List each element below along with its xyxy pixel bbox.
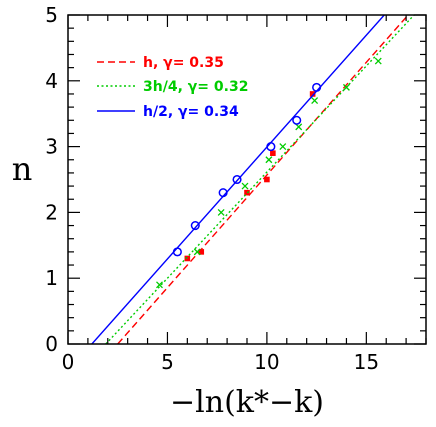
data-point <box>172 247 182 257</box>
data-point-stroke <box>374 57 382 65</box>
data-point <box>295 123 303 131</box>
data-point <box>292 115 302 125</box>
data-point <box>342 83 350 91</box>
y-tick-label: 4 <box>45 69 58 93</box>
data-point <box>265 156 273 164</box>
legend-label: 3h/4, γ= 0.32 <box>143 79 248 95</box>
y-tick-label: 0 <box>45 332 58 356</box>
data-point-stroke <box>279 143 287 151</box>
data-point <box>309 91 316 97</box>
data-point-stroke <box>193 248 201 256</box>
data-point <box>279 143 287 151</box>
data-point-stroke <box>156 281 163 289</box>
data-point-stroke <box>265 156 273 164</box>
data-point-stroke <box>342 83 350 91</box>
legend-label: h/2, γ= 0.34 <box>143 104 239 120</box>
data-point <box>198 249 205 255</box>
fit-line <box>105 15 415 344</box>
data-point <box>241 182 249 190</box>
data-point <box>374 57 382 65</box>
data-point <box>232 174 242 185</box>
x-tick-label: 10 <box>254 350 279 374</box>
x-tick-label: 5 <box>161 350 174 374</box>
plot-frame <box>67 14 427 345</box>
data-point <box>190 221 200 231</box>
legend: h, γ= 0.35 3h/4, γ= 0.32 h/2, γ= 0.34 <box>97 55 248 120</box>
fit-line <box>117 15 409 344</box>
data-point <box>218 188 228 198</box>
y-tick-label: 2 <box>45 200 58 224</box>
data-point <box>264 176 270 183</box>
data-point-stroke <box>241 182 249 190</box>
data-point <box>266 142 276 152</box>
data-point <box>244 189 250 196</box>
data-point <box>184 255 191 262</box>
data-point <box>193 248 201 256</box>
data-point-stroke <box>217 208 225 216</box>
x-axis-label: −ln(k*−k) <box>170 385 324 420</box>
series-layer <box>91 15 415 344</box>
data-point-stroke <box>311 97 319 104</box>
y-tick-label: 3 <box>45 135 58 159</box>
data-point <box>156 281 163 289</box>
ticks-layer: 0 5 10 15 0 1 2 3 4 5 <box>45 3 427 374</box>
series-2 <box>91 15 385 344</box>
data-point <box>217 208 225 216</box>
y-tick-label: 1 <box>45 266 58 290</box>
x-tick-label: 0 <box>62 350 75 374</box>
x-tick-label: 15 <box>354 350 379 374</box>
data-point <box>270 150 276 156</box>
y-tick-label: 5 <box>45 3 58 27</box>
fit-line <box>91 15 385 344</box>
data-point <box>311 97 319 104</box>
data-point <box>312 82 322 92</box>
series-1 <box>105 15 415 344</box>
y-axis-label: n <box>12 150 33 188</box>
legend-label: h, γ= 0.35 <box>143 55 224 71</box>
series-0 <box>117 15 409 344</box>
data-point-stroke <box>295 123 303 131</box>
